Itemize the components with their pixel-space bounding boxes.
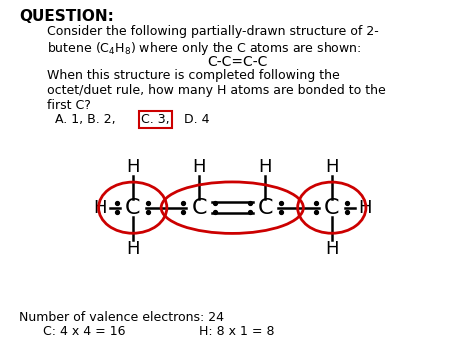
Text: When this structure is completed following the: When this structure is completed followi… xyxy=(47,69,340,82)
Text: Number of valence electrons: 24: Number of valence electrons: 24 xyxy=(19,311,224,324)
Text: C. 3,: C. 3, xyxy=(141,113,170,126)
Text: C: 4 x 4 = 16: C: 4 x 4 = 16 xyxy=(43,325,125,338)
Text: C: C xyxy=(191,198,207,218)
Text: butene (C$_4$H$_8$) where only the C atoms are shown:: butene (C$_4$H$_8$) where only the C ato… xyxy=(47,40,362,57)
Text: H: H xyxy=(259,158,272,176)
Text: A. 1, B. 2,: A. 1, B. 2, xyxy=(55,113,119,126)
Text: H: H xyxy=(358,199,372,217)
Text: H: H xyxy=(325,158,338,176)
Text: H: H xyxy=(126,240,139,257)
Text: C: C xyxy=(258,198,273,218)
Text: first C?: first C? xyxy=(47,99,91,112)
Text: D. 4: D. 4 xyxy=(180,113,210,126)
Text: octet/duet rule, how many H atoms are bonded to the: octet/duet rule, how many H atoms are bo… xyxy=(47,84,386,97)
Text: Consider the following partially-drawn structure of 2-: Consider the following partially-drawn s… xyxy=(47,25,379,38)
Text: C-C=C-C: C-C=C-C xyxy=(207,55,267,69)
Text: C: C xyxy=(324,198,339,218)
Text: H: 8 x 1 = 8: H: 8 x 1 = 8 xyxy=(199,325,274,338)
Text: H: H xyxy=(325,240,338,257)
Text: H: H xyxy=(93,199,106,217)
Text: H: H xyxy=(126,158,139,176)
Text: H: H xyxy=(192,158,206,176)
Text: QUESTION:: QUESTION: xyxy=(19,9,114,24)
Text: C: C xyxy=(125,198,140,218)
